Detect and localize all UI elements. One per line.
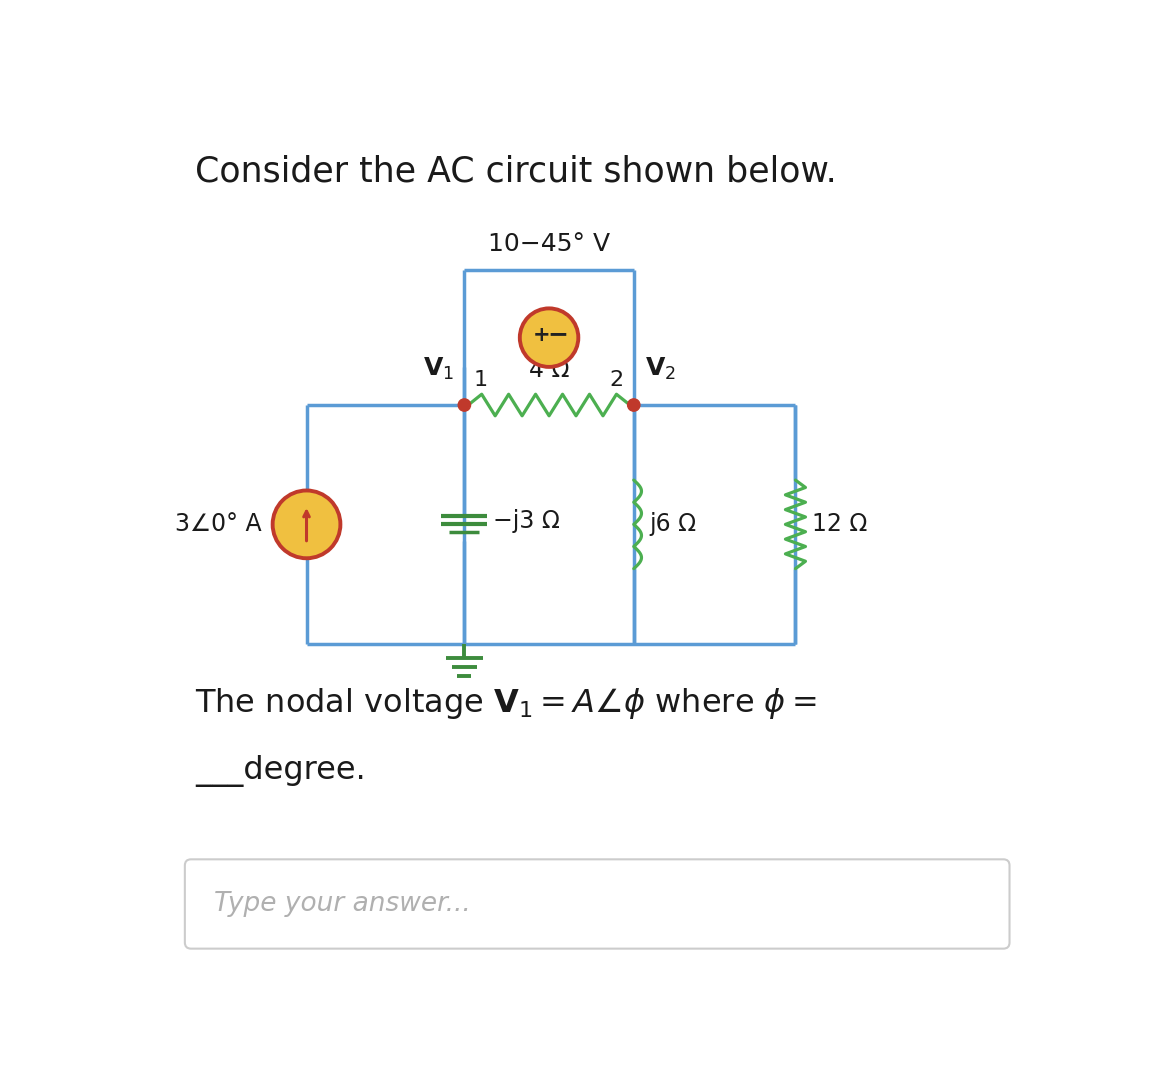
- Text: −: −: [548, 322, 569, 346]
- Text: −j3 Ω: −j3 Ω: [493, 509, 560, 533]
- Text: j6 Ω: j6 Ω: [649, 512, 696, 537]
- Text: ___degree.: ___degree.: [195, 756, 366, 787]
- Text: $\mathbf{V}_2$: $\mathbf{V}_2$: [645, 356, 676, 382]
- Text: 4 Ω: 4 Ω: [529, 358, 569, 382]
- Text: The nodal voltage $\mathbf{V}_1 = A\angle\phi$ where $\phi =$: The nodal voltage $\mathbf{V}_1 = A\angl…: [195, 686, 816, 721]
- Text: Type your answer...: Type your answer...: [215, 892, 471, 917]
- Text: 1: 1: [473, 370, 487, 389]
- FancyBboxPatch shape: [185, 859, 1010, 949]
- Circle shape: [273, 490, 340, 558]
- Text: Consider the AC circuit shown below.: Consider the AC circuit shown below.: [195, 155, 837, 189]
- Text: 2: 2: [610, 370, 624, 389]
- Text: +: +: [533, 324, 550, 345]
- Text: 10−45° V: 10−45° V: [489, 233, 610, 257]
- Circle shape: [458, 399, 471, 411]
- Text: $\mathbf{V}_1$: $\mathbf{V}_1$: [423, 356, 455, 382]
- Text: 3∠0° A: 3∠0° A: [175, 512, 262, 537]
- Circle shape: [627, 399, 640, 411]
- Circle shape: [520, 308, 578, 367]
- Text: 12 Ω: 12 Ω: [813, 512, 868, 537]
